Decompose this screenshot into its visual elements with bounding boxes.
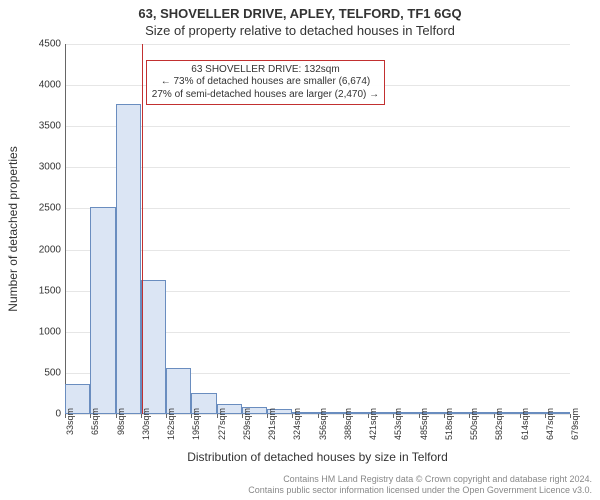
subject-property-marker [142,44,143,414]
annotation-box: 63 SHOVELLER DRIVE: 132sqm← 73% of detac… [146,60,385,106]
x-tick-label: 356sqm [318,408,328,440]
x-tick-label: 259sqm [242,408,252,440]
page-subtitle: Size of property relative to detached ho… [0,23,600,38]
footer-line-2: Contains public sector information licen… [0,485,592,496]
annotation-line: ← 73% of detached houses are smaller (6,… [152,76,379,89]
x-tick-mark [267,414,268,418]
y-tick-label: 4500 [39,39,61,50]
x-tick-label: 582sqm [494,408,504,440]
y-tick-label: 0 [55,409,61,420]
x-tick-label: 291sqm [267,408,277,440]
annotation-line: 63 SHOVELLER DRIVE: 132sqm [152,64,379,77]
x-axis-label: Distribution of detached houses by size … [65,450,570,464]
y-tick-label: 2000 [39,244,61,255]
x-tick-mark [65,414,66,418]
x-tick-label: 550sqm [469,408,479,440]
x-tick-mark [217,414,218,418]
y-tick-label: 1500 [39,285,61,296]
x-tick-label: 195sqm [191,408,201,440]
x-tick-mark [419,414,420,418]
x-tick-label: 388sqm [343,408,353,440]
gridline [65,250,570,251]
x-tick-label: 33sqm [65,408,75,435]
x-tick-mark [292,414,293,418]
y-tick-label: 500 [44,367,61,378]
footer-line-1: Contains HM Land Registry data © Crown c… [0,474,592,485]
x-tick-mark [141,414,142,418]
gridline [65,44,570,45]
x-tick-mark [318,414,319,418]
gridline [65,126,570,127]
x-tick-label: 614sqm [520,408,530,440]
x-tick-label: 485sqm [419,408,429,440]
y-tick-label: 3000 [39,162,61,173]
x-tick-mark [520,414,521,418]
y-tick-label: 2500 [39,203,61,214]
x-tick-mark [242,414,243,418]
x-tick-mark [368,414,369,418]
histogram-bar [141,280,166,414]
x-tick-mark [494,414,495,418]
y-tick-label: 3500 [39,121,61,132]
x-tick-label: 227sqm [217,408,227,440]
x-tick-mark [191,414,192,418]
histogram-bar [116,104,141,414]
attribution-footer: Contains HM Land Registry data © Crown c… [0,474,600,496]
x-tick-label: 518sqm [444,408,454,440]
y-tick-label: 4000 [39,80,61,91]
x-tick-label: 421sqm [368,408,378,440]
gridline [65,208,570,209]
y-axis-label: Number of detached properties [6,44,22,414]
histogram-bar [90,207,115,414]
page-title-address: 63, SHOVELLER DRIVE, APLEY, TELFORD, TF1… [0,0,600,21]
y-tick-label: 1000 [39,326,61,337]
x-tick-label: 647sqm [545,408,555,440]
chart-container: 63, SHOVELLER DRIVE, APLEY, TELFORD, TF1… [0,0,600,500]
x-tick-mark [90,414,91,418]
x-tick-mark [444,414,445,418]
x-tick-label: 65sqm [90,408,100,435]
x-tick-label: 453sqm [393,408,403,440]
x-tick-mark [545,414,546,418]
gridline [65,167,570,168]
x-tick-label: 98sqm [116,408,126,435]
y-axis-line [65,44,66,414]
x-tick-label: 679sqm [570,408,580,440]
x-tick-mark [166,414,167,418]
plot-area: 05001000150020002500300035004000450033sq… [65,44,570,414]
x-tick-mark [116,414,117,418]
annotation-line: 27% of semi-detached houses are larger (… [152,89,379,102]
x-tick-label: 162sqm [166,408,176,440]
x-tick-mark [570,414,571,418]
x-tick-mark [469,414,470,418]
x-tick-label: 324sqm [292,408,302,440]
x-tick-mark [393,414,394,418]
x-tick-mark [343,414,344,418]
